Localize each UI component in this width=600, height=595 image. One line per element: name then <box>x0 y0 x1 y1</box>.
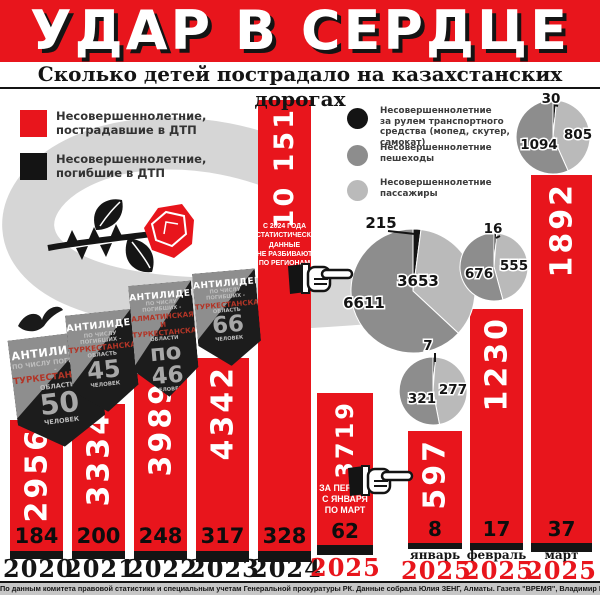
bar-value-killed-2025-1: 8 <box>428 517 442 541</box>
pie-callout-line <box>554 104 559 107</box>
bar-value-injured-2025-3: 1892 <box>544 182 579 278</box>
pie-slice-2 <box>398 356 441 426</box>
bar-value-killed-2020: 184 <box>14 524 59 548</box>
pie-slice-2 <box>515 99 569 175</box>
bar-injured-2025-февраль: 1230 <box>470 309 523 543</box>
bar-killed-2020 <box>10 551 63 559</box>
pie-slice-0 <box>432 356 437 392</box>
source-credit: По данным комитета правовой статистики и… <box>0 581 600 595</box>
month-label-февраль: февраль <box>466 548 527 562</box>
pie-callout-line <box>495 235 501 239</box>
badge-content: АНТИЛИДЕР ПО ЧИСЛУ ПОГИБШИХ - ТУРКЕСТАНСКА… <box>65 309 139 392</box>
pie-value-0: 30 <box>542 91 561 107</box>
bar-value-killed-2023: 317 <box>200 524 245 548</box>
legend-dot-pedestrians <box>347 145 368 166</box>
pie-value-1: 555 <box>500 258 528 274</box>
year-label-2025-0: 2025 <box>310 553 381 582</box>
year-label-2023: 2023 <box>189 554 260 583</box>
bar-value-killed-2021: 200 <box>76 524 121 548</box>
pie-value-0: 16 <box>484 221 503 237</box>
pie-value-2: 1094 <box>520 137 558 153</box>
badge-content: АНТИЛИДЕР ПО ЧИСЛУ ПОГИБШИХ - ТУРКЕСТАНСКА… <box>192 268 261 345</box>
pie-value-0: 215 <box>365 214 396 232</box>
year-label-2020: 2020 <box>3 554 74 583</box>
year-label-2025-3: 2025 <box>526 556 597 585</box>
legend-label-injured: Несовершеннолетние, пострадавшие в ДТП <box>56 109 207 137</box>
bar-value-killed-2024: 328 <box>262 524 307 548</box>
pie-slice-0 <box>412 228 422 292</box>
bar-killed-2023 <box>196 551 249 562</box>
year-label-2025-1: 2025 <box>401 556 472 585</box>
main-title: УДАР В СЕРДЦЕ <box>29 0 571 62</box>
pie-value-1: 3653 <box>397 272 439 290</box>
pie-slice-1 <box>432 356 468 425</box>
bar-killed-2021 <box>72 551 125 559</box>
pie-slice-1 <box>412 228 476 334</box>
legend-label-pedestrians: Несовершеннолетние пешеходы <box>380 143 492 164</box>
bar-killed-2022 <box>134 551 187 560</box>
pointing-hand-icon <box>288 263 354 294</box>
pie-value-0: 7 <box>423 338 432 354</box>
year-label-2021: 2021 <box>65 554 136 583</box>
pie-callout-line <box>387 230 416 235</box>
month-label-январь: январь <box>409 548 461 562</box>
year-label-2025-2: 2025 <box>463 556 534 585</box>
bar-killed-2025-0 <box>317 545 373 555</box>
bar-injured-2020: 2956 <box>10 420 63 551</box>
bar-injured-2025-январь: 597 <box>408 431 462 543</box>
month-label-март: март <box>544 548 579 562</box>
bar-value-injured-2023: 4342 <box>205 365 240 461</box>
pie-slice-0 <box>493 232 498 268</box>
subtitle: Сколько детей пострадало на казахстански… <box>37 62 563 111</box>
pie-value-2: 321 <box>408 391 436 407</box>
pie-slice-2 <box>350 228 460 354</box>
bar-value-killed-2025-3: 37 <box>547 517 576 541</box>
bar-value-killed-2025-2: 17 <box>482 517 511 541</box>
title-banner: УДАР В СЕРДЦЕ <box>0 0 600 62</box>
pointing-hand-icon <box>348 465 414 496</box>
pie-value-1: 277 <box>439 382 467 398</box>
bar-injured-2023: 4342 <box>196 358 249 551</box>
bar-injured-2022: 3989 <box>134 374 187 551</box>
bar-injured-2024: 10 151 <box>258 100 311 551</box>
pie-value-1: 805 <box>564 127 592 143</box>
bar-value-injured-2020: 2956 <box>19 427 54 523</box>
year-label-2022: 2022 <box>127 554 198 583</box>
pie-road-users-february-2025: 16 555 676 <box>459 220 530 302</box>
bar-value-killed-2025-0: 62 <box>331 519 359 543</box>
header-divider <box>0 87 600 89</box>
year-label-2024: 2024 <box>251 554 322 583</box>
pie-slice-1 <box>552 99 591 172</box>
bar-injured-2025-март: 1892 <box>531 175 592 543</box>
antileader-badge-3: АНТИЛИДЕР ПО ЧИСЛУ ПОГИБШИХ - ТУРКЕСТАНСКА… <box>192 268 263 368</box>
bar-value-injured-2025-1: 597 <box>417 438 453 510</box>
bar-killed-2025-3 <box>531 543 592 552</box>
bar-value-injured-2022: 3989 <box>143 381 178 477</box>
pie-value-2: 676 <box>465 266 493 282</box>
pie-road-users-march-2025: 30 805 1094 <box>515 90 594 175</box>
bar-value-injured-2024: 10 151 <box>268 107 300 229</box>
pie-slice-1 <box>493 232 529 301</box>
pie-slice-2 <box>459 232 504 302</box>
bar-value-injured-2025-2: 1230 <box>479 316 514 412</box>
bar-value-killed-2022: 248 <box>138 524 183 548</box>
bird-graphic <box>18 306 63 332</box>
rose-graphic <box>47 199 194 273</box>
legend-dot-drivers <box>347 108 368 129</box>
legend-label-killed: Несовершеннолетние, погибшие в ДТП <box>56 152 207 180</box>
bar-killed-2025-2 <box>470 543 523 550</box>
pie-slice-0 <box>552 99 558 138</box>
legend-label-passengers: Несовершеннолетние пассажиры <box>380 178 492 199</box>
legend-swatch-killed <box>20 153 47 180</box>
legend-dot-passengers <box>347 180 368 201</box>
bar-killed-2024 <box>258 551 311 562</box>
legend-swatch-injured <box>20 110 47 137</box>
bar-killed-2025-1 <box>408 543 462 549</box>
